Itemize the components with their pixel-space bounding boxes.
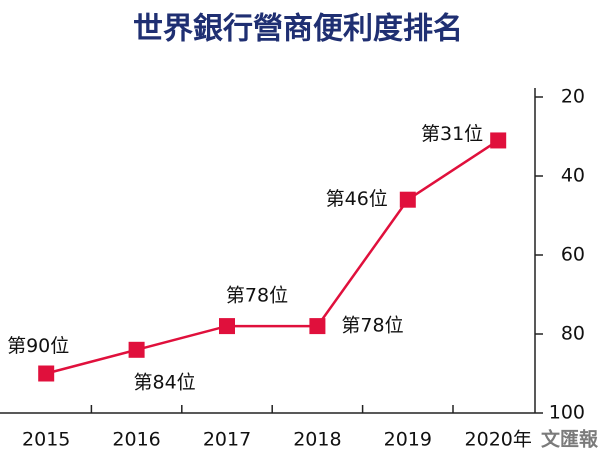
y-tick-label: 100	[549, 402, 585, 424]
value-label: 第84位	[134, 371, 196, 393]
watermark: 文匯報	[541, 428, 599, 451]
y-tick-label: 40	[561, 165, 585, 187]
marker	[219, 318, 235, 335]
x-tick-label: 2016	[112, 429, 160, 451]
y-tick-label: 20	[561, 86, 585, 108]
value-label: 第90位	[7, 335, 69, 357]
y-tick-label: 60	[561, 244, 585, 266]
x-tick-label: 2020年	[465, 429, 532, 451]
value-label: 第78位	[226, 285, 288, 307]
value-label: 第78位	[341, 315, 403, 337]
marker	[309, 318, 326, 335]
marker	[490, 132, 507, 149]
line	[45, 139, 499, 375]
value-label: 第31位	[421, 123, 483, 145]
x-tick-label: 2017	[203, 429, 251, 451]
x-tick-label: 2019	[384, 429, 432, 451]
marker	[38, 365, 55, 382]
marker	[128, 341, 145, 358]
value-label: 第46位	[326, 188, 388, 210]
chart-title: 世界銀行營商便利度排名	[133, 12, 463, 47]
marker	[399, 191, 416, 208]
x-tick-label: 2018	[293, 429, 341, 451]
y-tick-label: 80	[561, 323, 585, 345]
x-tick-label: 2015	[22, 429, 70, 451]
